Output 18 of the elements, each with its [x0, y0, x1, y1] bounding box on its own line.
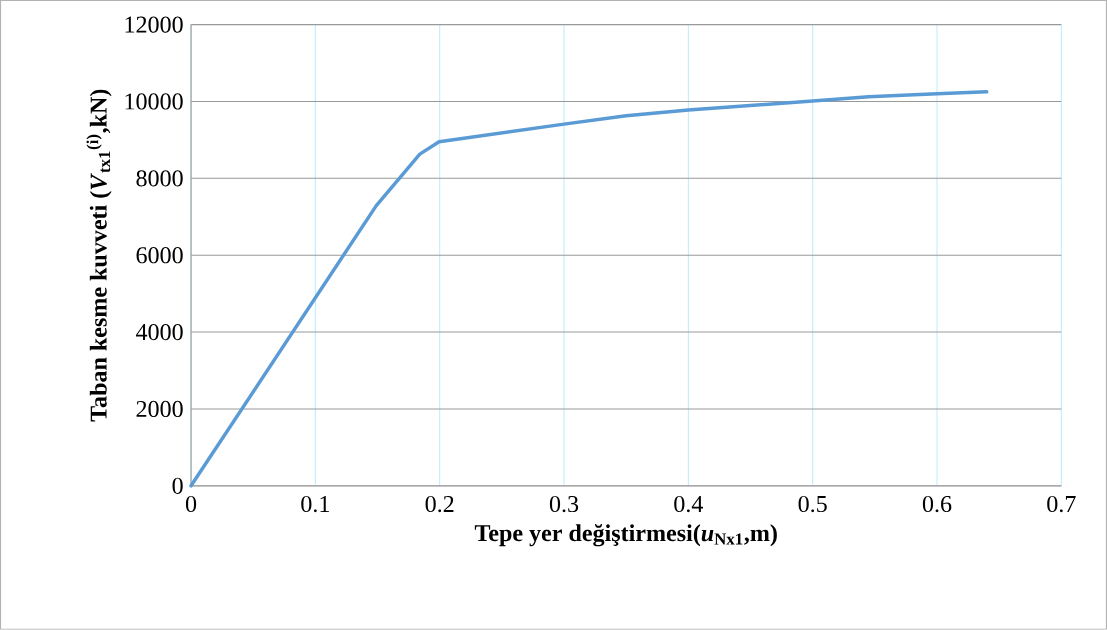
y-tick-label: 8000 — [136, 170, 183, 187]
x-tick-label: 0.7 — [1047, 496, 1076, 513]
y-tick-label: 12000 — [125, 16, 183, 33]
y-tick-label: 4000 — [135, 324, 183, 341]
y-tick-label: 6000 — [136, 247, 183, 264]
x-tick-label: 0.2 — [425, 496, 454, 513]
x-tick-label: 0.3 — [549, 496, 579, 513]
y-axis-title: Taban kesme kuvveti (V$_{tx1}$$^{(i)}$,kN) — [86, 89, 112, 422]
x-tick-label: 0.1 — [301, 496, 329, 513]
x-tick-label: 0 — [185, 496, 197, 513]
x-axis-title: Tepe yer değiştirmesi(u$_{Nx1}$,m) — [474, 524, 777, 547]
y-tick-label: 2000 — [136, 400, 183, 418]
x-tick-label: 0.6 — [922, 496, 952, 513]
x-tick-label: 0.4 — [674, 496, 704, 513]
y-tick-label: 0 — [172, 477, 183, 495]
y-tick-label: 10000 — [125, 93, 183, 110]
line-series — [189, 90, 989, 488]
x-tick-label: 0.5 — [798, 496, 827, 513]
